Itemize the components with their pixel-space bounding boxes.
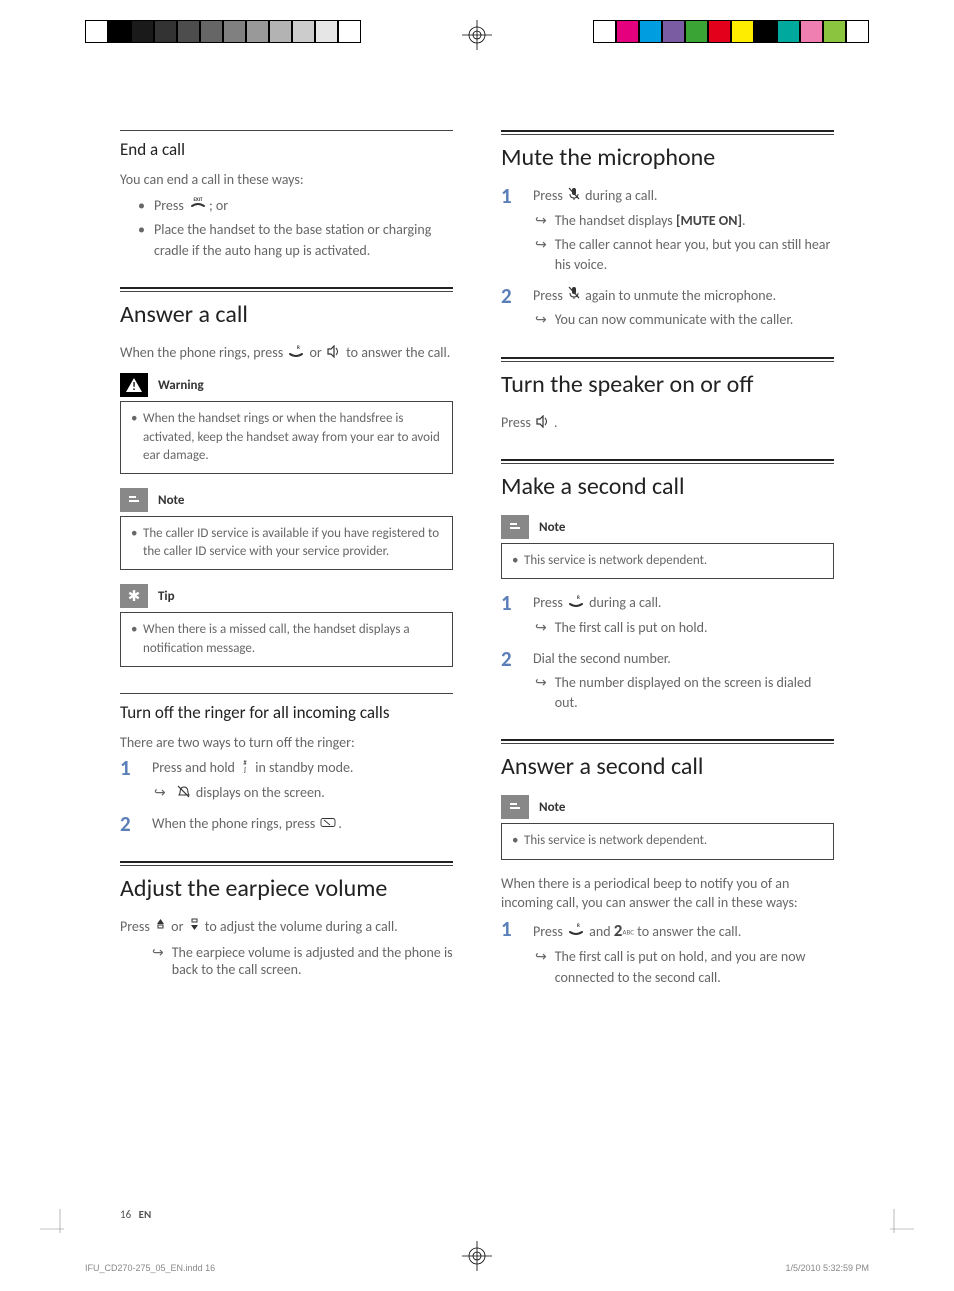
grayscale-colorbar <box>85 20 361 43</box>
text: Press or to adjust the volume during a c… <box>120 917 453 938</box>
step-item: 1 Press R during a call. The first call … <box>501 593 834 638</box>
step-item: 1 Press during a call. The handset displ… <box>501 186 834 276</box>
note-callout: Note This service is network dependent. <box>501 515 834 579</box>
heading-speaker: Turn the speaker on or off <box>501 370 834 399</box>
text: When there is a periodical beep to notif… <box>501 874 834 913</box>
heading-mute: Mute the microphone <box>501 143 834 172</box>
svg-text:EXIT: EXIT <box>194 197 204 203</box>
text: There are two ways to turn off the ringe… <box>120 733 453 753</box>
list-item: Place the handset to the base station or… <box>154 220 453 261</box>
heading-adjust-volume: Adjust the earpiece volume <box>120 874 453 903</box>
note-icon <box>501 795 529 819</box>
bullet-list: Press EXIT; or Place the handset to the … <box>120 196 453 261</box>
section-mute: Mute the microphone 1 Press during a cal… <box>501 130 834 331</box>
volume-down-icon <box>189 917 200 938</box>
heading-second-call: Make a second call <box>501 472 834 501</box>
step-item: 1 Press and hold #ʃ in standby mode. dis… <box>120 758 453 804</box>
section-speaker: Turn the speaker on or off Press . <box>501 357 834 433</box>
step-item: 2 When the phone rings, press . <box>120 814 453 835</box>
heading-ringer-off: Turn off the ringer for all incoming cal… <box>120 702 453 723</box>
section-answer-second: Answer a second call Note This service i… <box>501 739 834 988</box>
section-second-call: Make a second call Note This service is … <box>501 459 834 713</box>
right-column: Mute the microphone 1 Press during a cal… <box>501 130 834 1181</box>
crop-mark-bl <box>40 1209 74 1243</box>
text: Press . <box>501 413 834 433</box>
note-callout: Note The caller ID service is available … <box>120 488 453 570</box>
talk-icon: R <box>568 594 584 614</box>
note-callout: Note This service is network dependent. <box>501 795 834 859</box>
left-column: End a call You can end a call in these w… <box>120 130 453 1181</box>
note-icon <box>501 515 529 539</box>
ringer-off-icon <box>176 784 191 804</box>
heading-answer-second: Answer a second call <box>501 752 834 781</box>
crop-mark-br <box>880 1209 914 1243</box>
talk-icon: R <box>288 344 304 364</box>
svg-text:ʃ: ʃ <box>243 765 246 773</box>
section-answer-call: Answer a call When the phone rings, pres… <box>120 287 453 667</box>
heading-answer-call: Answer a call <box>120 300 453 329</box>
svg-text:!: ! <box>132 380 136 393</box>
tip-callout: ✱Tip When there is a missed call, the ha… <box>120 584 453 666</box>
mute-icon <box>568 286 580 306</box>
section-adjust-volume: Adjust the earpiece volume Press or to a… <box>120 861 453 978</box>
svg-text:R: R <box>577 595 580 601</box>
warning-icon: ! <box>120 373 148 397</box>
page-footer: 16 EN <box>120 1208 834 1221</box>
volume-up-icon <box>155 917 166 938</box>
heading-end-call: End a call <box>120 139 453 160</box>
mute-icon <box>568 187 580 207</box>
print-slug: IFU_CD270-275_05_EN.indd 161/5/2010 5:32… <box>85 1263 869 1273</box>
page-content: End a call You can end a call in these w… <box>120 130 834 1181</box>
text: When the phone rings, press R or to answ… <box>120 343 453 363</box>
registration-mark-top <box>462 20 492 50</box>
hash-key-icon: #ʃ <box>240 759 250 779</box>
note-icon <box>120 488 148 512</box>
svg-text:R: R <box>577 923 580 929</box>
cmyk-colorbar <box>593 20 869 43</box>
section-end-call: End a call You can end a call in these w… <box>120 130 453 261</box>
list-item: Press EXIT; or <box>154 196 453 217</box>
section-ringer-off: Turn off the ringer for all incoming cal… <box>120 693 453 835</box>
speaker-icon <box>327 344 341 364</box>
svg-text:R: R <box>297 345 300 351</box>
step-item: 2 Dial the second number. The number dis… <box>501 649 834 714</box>
talk-icon: R <box>568 922 584 942</box>
speaker-icon <box>536 414 552 434</box>
step-item: 1 Press R and 2ABC to answer the call. T… <box>501 919 834 988</box>
exit-hangup-icon: EXIT <box>189 196 207 216</box>
step-item: 2 Press again to unmute the microphone. … <box>501 286 834 331</box>
tip-icon: ✱ <box>120 584 148 608</box>
silence-key-icon <box>320 814 336 834</box>
warning-callout: !Warning When the handset rings or when … <box>120 373 453 474</box>
svg-text:✱: ✱ <box>128 588 141 604</box>
text: You can end a call in these ways: <box>120 170 453 190</box>
